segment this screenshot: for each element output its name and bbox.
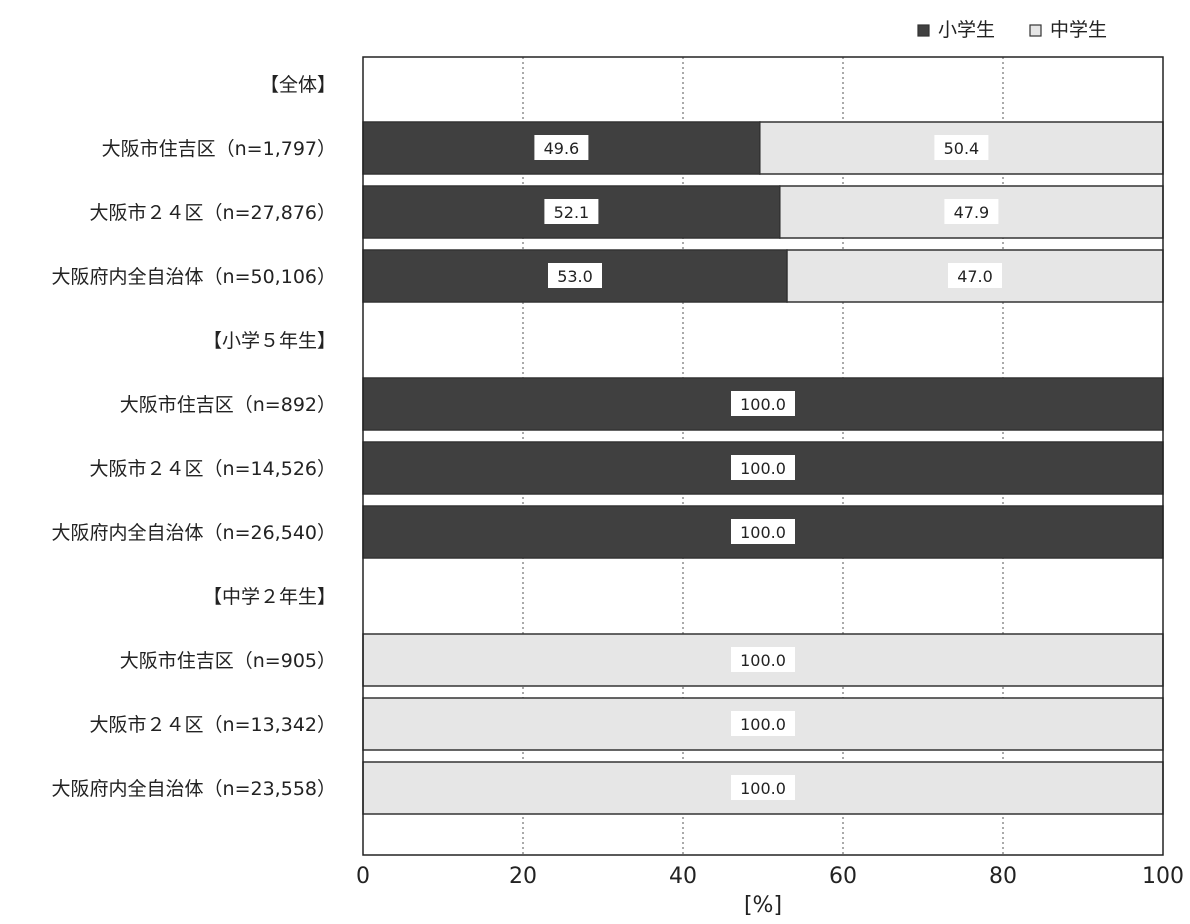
data-label: 47.9 — [954, 203, 990, 222]
category-label: 大阪市２４区（n=14,526） — [90, 458, 336, 480]
x-tick-label: 60 — [829, 864, 857, 889]
legend: 小学生 中学生 — [917, 19, 1107, 41]
data-label: 100.0 — [740, 779, 786, 798]
data-label: 100.0 — [740, 395, 786, 414]
plot-border — [362, 56, 1164, 856]
data-label-box — [944, 199, 999, 224]
category-labels: 【全体】大阪市住吉区（n=1,797） 大阪市２４区（n=27,876） 大阪府内全… — [52, 74, 336, 800]
x-tick-label: 100 — [1142, 864, 1184, 889]
bar-segment-elementary — [362, 121, 761, 175]
x-tick-label: 80 — [989, 864, 1017, 889]
plot-frame — [362, 56, 1164, 856]
data-label: 52.1 — [554, 203, 590, 222]
category-label: 大阪市２４区（n=13,342） — [90, 714, 336, 736]
group-header-label: 【小学５年生】 — [203, 330, 336, 352]
legend-swatch-junior-high — [1029, 24, 1042, 37]
x-tick-label: 20 — [509, 864, 537, 889]
data-label-box — [548, 263, 602, 288]
data-label: 53.0 — [557, 267, 593, 286]
data-label-box — [544, 199, 599, 224]
data-label: 100.0 — [740, 651, 786, 670]
x-tick-label: 40 — [669, 864, 697, 889]
category-label: 大阪市住吉区（n=1,797） — [102, 138, 336, 160]
data-label: 100.0 — [740, 459, 786, 478]
category-label: 大阪府内全自治体（n=26,540） — [52, 522, 336, 544]
data-label: 49.6 — [544, 139, 580, 158]
data-label-box — [534, 135, 589, 160]
data-label-box — [731, 455, 795, 480]
legend-label: 小学生 — [938, 19, 995, 41]
data-label-box — [731, 519, 795, 544]
x-axis-label: [%] — [744, 893, 782, 918]
data-label: 100.0 — [740, 715, 786, 734]
data-label-box — [731, 391, 795, 416]
data-label: 100.0 — [740, 523, 786, 542]
group-header-label: 【中学２年生】 — [203, 586, 336, 608]
category-label: 大阪市住吉区（n=905） — [120, 650, 336, 672]
data-label-box — [731, 711, 795, 736]
group-header-label: 【全体】 — [260, 74, 336, 96]
data-label-box — [731, 647, 795, 672]
category-label: 大阪府内全自治体（n=50,106） — [52, 266, 336, 288]
data-label-box — [948, 263, 1002, 288]
data-label-box — [731, 775, 795, 800]
data-label-box — [934, 135, 989, 160]
bars: 49.6 50.4 52.1 47.9 53.0 47.0 100.0 100.0 100.0 1… — [362, 121, 1164, 815]
category-label: 大阪府内全自治体（n=23,558） — [52, 778, 336, 800]
category-label: 大阪市２４区（n=27,876） — [90, 202, 336, 224]
category-label: 大阪市住吉区（n=892） — [120, 394, 336, 416]
legend-label: 中学生 — [1050, 19, 1107, 41]
data-label: 50.4 — [944, 139, 980, 158]
x-axis-ticks: 0 20 40 60 80 100 — [356, 864, 1184, 889]
x-tick-label: 0 — [356, 864, 370, 889]
data-label: 47.0 — [957, 267, 993, 286]
legend-swatch-elementary — [917, 24, 930, 37]
